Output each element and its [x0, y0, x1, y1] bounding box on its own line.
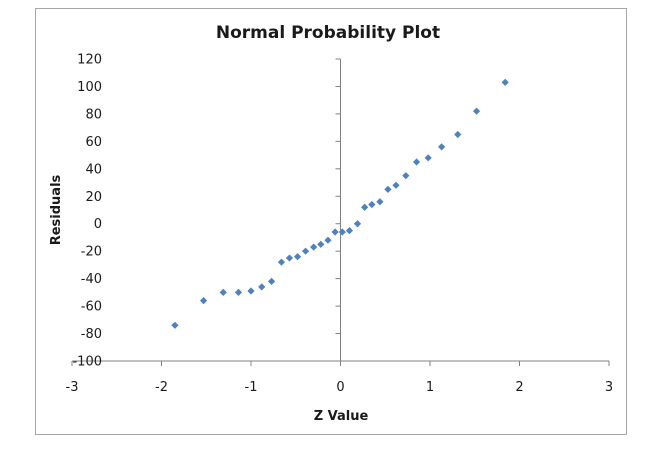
x-axis-label: Z Value: [314, 409, 369, 424]
chart-title: Normal Probability Plot: [216, 23, 440, 43]
data-point: [345, 226, 354, 235]
data-point: [277, 258, 286, 266]
data-point: [501, 78, 509, 86]
y-tick-label: 40: [85, 162, 102, 177]
data-point: [472, 107, 481, 115]
y-tick-label: -100: [72, 355, 102, 370]
y-tick-label: 60: [85, 135, 102, 150]
data-point: [301, 247, 310, 255]
data-point: [285, 254, 294, 262]
data-point: [171, 321, 179, 329]
data-point: [361, 203, 369, 211]
data-point: [317, 240, 325, 248]
data-point: [376, 198, 384, 206]
data-point: [392, 181, 400, 189]
x-tick-label: -1: [245, 380, 258, 395]
data-point: [424, 154, 432, 162]
data-point: [324, 236, 332, 244]
data-point: [412, 158, 421, 166]
y-tick-label: 120: [77, 53, 102, 68]
chart-area: [35, 8, 627, 435]
data-point: [310, 243, 318, 251]
y-tick-label: 80: [85, 107, 102, 122]
data-point: [199, 297, 208, 305]
y-tick-label: -80: [81, 327, 102, 342]
x-tick-label: -3: [66, 380, 79, 395]
y-tick-label: 100: [77, 80, 102, 95]
x-tick-label: -2: [155, 380, 168, 395]
data-points: [171, 78, 509, 329]
data-point: [454, 130, 462, 139]
data-point: [267, 277, 276, 285]
data-point: [384, 185, 392, 194]
y-tick-label: -40: [81, 272, 102, 287]
y-axis-label: Residuals: [49, 174, 64, 245]
data-point: [331, 228, 339, 236]
x-tick-label: 3: [605, 380, 613, 395]
axes: [71, 58, 610, 366]
data-point: [402, 172, 410, 180]
y-tick-label: 20: [85, 190, 102, 205]
x-tick-label: 1: [426, 380, 434, 395]
data-point: [353, 220, 362, 228]
data-point: [234, 288, 243, 296]
data-point: [219, 288, 227, 296]
y-tick-label: -20: [81, 245, 102, 260]
data-point: [293, 253, 302, 261]
x-tick-label: 0: [336, 380, 344, 395]
data-point: [438, 143, 446, 151]
y-tick-label: 0: [94, 217, 102, 232]
data-point: [368, 200, 376, 209]
tick-labels: -100 -80 -60 -40 -20 0 20 40 60 80 100 120 -3 -2 -1 0 1 2…: [66, 53, 614, 396]
x-tick-label: 2: [515, 380, 523, 395]
data-point: [258, 283, 266, 291]
data-point: [338, 228, 346, 236]
y-tick-label: -60: [81, 300, 102, 315]
data-point: [247, 287, 255, 295]
